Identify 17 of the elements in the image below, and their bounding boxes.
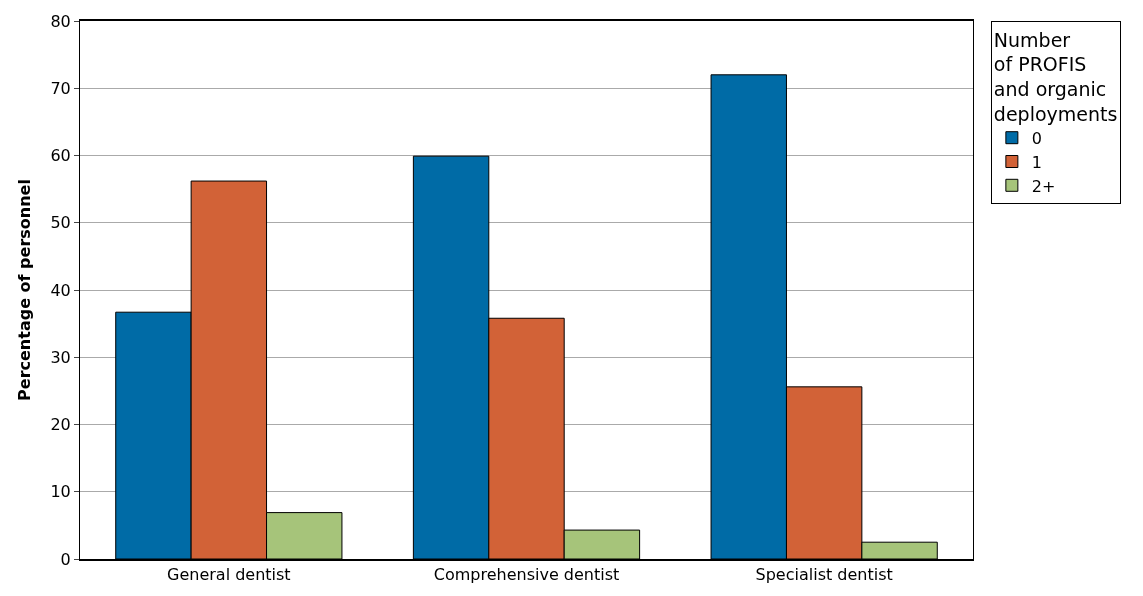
legend-label: 1 <box>1031 152 1043 172</box>
x-tick-label: Specialist dentist <box>755 565 893 585</box>
y-tick-label: 70 <box>50 78 71 98</box>
y-tick-label: 0 <box>60 549 71 569</box>
legend-title: Number of PROFIS and organic deployments <box>993 28 1118 125</box>
legend-label: 2+ <box>1031 176 1056 196</box>
y-tick-label: 50 <box>50 213 71 233</box>
y-tick-label: 60 <box>50 146 71 166</box>
legend-label: 0 <box>1031 128 1043 148</box>
y-tick-label: 10 <box>50 482 71 502</box>
x-tick-label: General dentist <box>167 565 291 585</box>
y-tick-label: 80 <box>50 11 71 31</box>
y-tick-label: 40 <box>50 280 71 300</box>
y-tick-label: 30 <box>50 347 71 367</box>
y-tick-label: 20 <box>50 415 71 435</box>
y-axis-title: Percentage of personnel <box>15 179 35 401</box>
x-tick-label: Comprehensive dentist <box>433 565 620 585</box>
